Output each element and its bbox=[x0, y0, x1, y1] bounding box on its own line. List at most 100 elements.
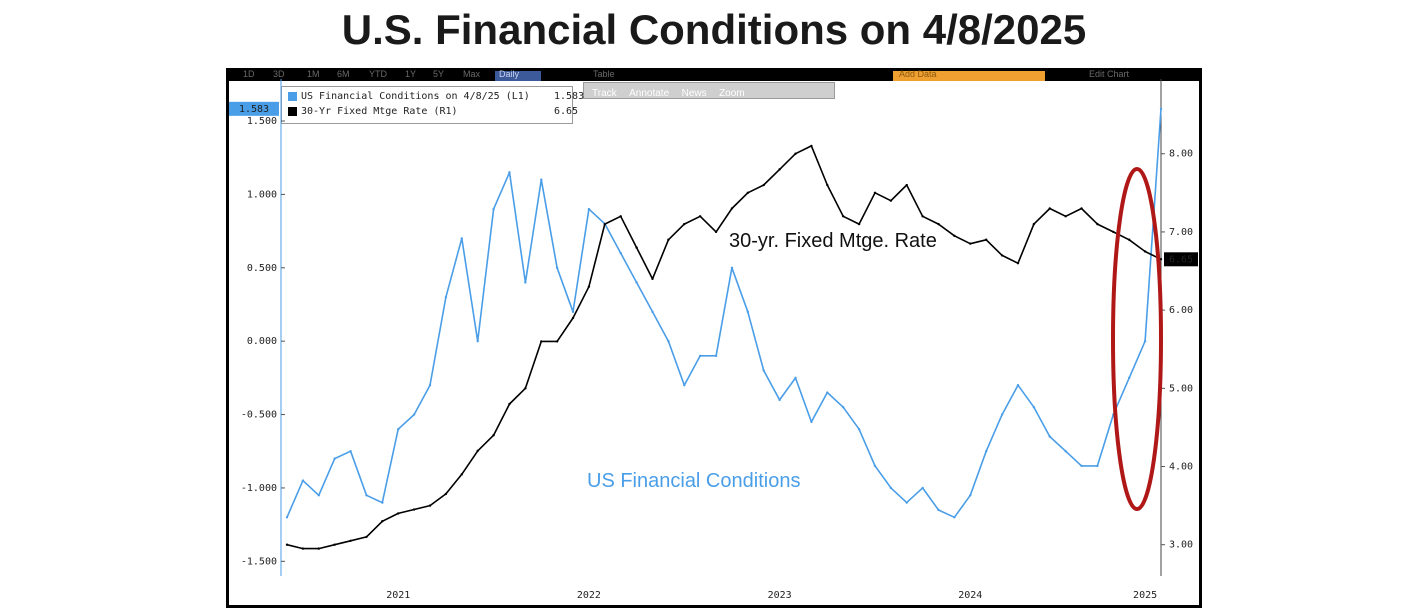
data-point-fci bbox=[1080, 464, 1083, 468]
data-point-fci bbox=[937, 508, 940, 512]
data-point-mortgage bbox=[476, 449, 479, 453]
timeframe-3d[interactable]: 3D bbox=[273, 69, 285, 79]
data-point-fci bbox=[1143, 339, 1147, 343]
annotate-tool[interactable]: Annotate bbox=[629, 88, 670, 99]
data-point-mortgage bbox=[810, 144, 813, 148]
data-point-mortgage bbox=[492, 434, 495, 437]
news-tool[interactable]: News bbox=[681, 88, 707, 99]
data-point-mortgage bbox=[667, 238, 670, 241]
timeframe-1m[interactable]: 1M bbox=[307, 69, 320, 79]
data-point-mortgage bbox=[381, 520, 384, 523]
x-tick-label: 2025 bbox=[1133, 590, 1157, 601]
data-point-fci bbox=[333, 457, 336, 460]
x-tick-label: 2024 bbox=[958, 590, 982, 601]
left-tick-label: 1.000 bbox=[247, 189, 277, 200]
data-point-mortgage bbox=[1112, 230, 1115, 234]
data-point-fci bbox=[778, 398, 781, 402]
data-point-fci bbox=[683, 384, 686, 387]
data-point-mortgage bbox=[571, 316, 575, 320]
data-point-fci bbox=[810, 420, 813, 424]
series-line-mortgage bbox=[286, 145, 1162, 550]
data-point-mortgage bbox=[508, 402, 511, 406]
legend-swatch-fci bbox=[288, 91, 297, 101]
data-point-mortgage bbox=[985, 238, 988, 241]
frequency-select[interactable]: Daily bbox=[495, 69, 541, 81]
data-point-fci bbox=[508, 171, 511, 174]
data-point-mortgage bbox=[603, 222, 607, 226]
chart-toolbar: 1D 3D 1M 6M YTD 1Y 5Y Max Daily Table Ad… bbox=[229, 69, 1199, 81]
chart-legend: US Financial Conditions on 4/8/25 (L1) 1… bbox=[281, 86, 584, 124]
data-point-fci bbox=[1128, 376, 1131, 380]
mortgage-last-value-tag bbox=[1164, 252, 1198, 267]
edit-chart-button[interactable]: Edit Chart bbox=[1089, 69, 1130, 79]
data-point-mortgage bbox=[301, 547, 305, 550]
data-point-fci bbox=[635, 281, 638, 284]
data-point-fci bbox=[714, 354, 718, 358]
legend-value-mortgage: 6.65 bbox=[554, 106, 579, 117]
data-point-fci bbox=[317, 494, 320, 497]
fci-last-value-label: 1.583 bbox=[239, 104, 269, 115]
data-point-fci bbox=[794, 376, 797, 380]
legend-item-fci[interactable]: US Financial Conditions on 4/8/25 (L1) bbox=[288, 90, 530, 103]
track-tool[interactable]: Track bbox=[592, 88, 617, 99]
data-point-fci bbox=[826, 391, 829, 394]
data-point-fci bbox=[730, 266, 734, 269]
data-point-mortgage bbox=[921, 215, 924, 218]
data-point-mortgage bbox=[794, 152, 797, 155]
legend-swatch-mortgage bbox=[288, 106, 297, 116]
legend-label-mortgage: 30-Yr Fixed Mtge Rate (R1) bbox=[301, 106, 458, 117]
data-point-mortgage bbox=[365, 535, 368, 539]
data-point-mortgage bbox=[1000, 254, 1004, 257]
data-point-fci bbox=[492, 207, 495, 211]
data-point-mortgage bbox=[746, 191, 750, 195]
data-point-fci bbox=[1032, 406, 1036, 409]
left-tick-label: 1.500 bbox=[247, 116, 277, 127]
data-point-fci bbox=[1048, 435, 1051, 438]
data-point-fci bbox=[1096, 464, 1099, 468]
data-point-mortgage bbox=[953, 234, 956, 238]
timeframe-ytd[interactable]: YTD bbox=[369, 69, 387, 79]
data-point-fci bbox=[301, 479, 305, 482]
timeframe-5y[interactable]: 5Y bbox=[433, 69, 445, 79]
data-point-mortgage bbox=[1143, 250, 1147, 253]
right-tick-label: 5.00 bbox=[1169, 383, 1193, 394]
data-point-fci bbox=[746, 310, 750, 314]
data-point-mortgage bbox=[969, 242, 972, 245]
add-data-field[interactable]: Add Data bbox=[893, 69, 1045, 81]
data-point-fci bbox=[921, 486, 924, 490]
data-point-mortgage bbox=[1032, 222, 1036, 226]
timeframe-6m[interactable]: 6M bbox=[337, 69, 350, 79]
data-point-mortgage bbox=[1159, 258, 1163, 261]
right-tick-label: 4.00 bbox=[1169, 462, 1193, 473]
data-point-mortgage bbox=[349, 539, 352, 543]
timeframe-max[interactable]: Max bbox=[463, 69, 481, 79]
data-point-fci bbox=[460, 237, 463, 240]
right-tick-label: 7.00 bbox=[1169, 227, 1193, 238]
data-point-mortgage bbox=[317, 547, 320, 550]
data-point-mortgage bbox=[1064, 215, 1067, 218]
data-point-mortgage bbox=[778, 168, 781, 171]
data-point-fci bbox=[365, 494, 368, 497]
data-point-fci bbox=[428, 384, 432, 387]
data-point-fci bbox=[571, 310, 575, 314]
highlight-ellipse bbox=[1111, 167, 1163, 511]
data-point-fci bbox=[540, 178, 543, 181]
data-point-mortgage bbox=[651, 277, 654, 281]
data-point-fci bbox=[889, 486, 893, 490]
mortgage-last-value-label: 6.65 bbox=[1169, 254, 1193, 265]
legend-label-fci: US Financial Conditions on 4/8/25 (L1) bbox=[301, 91, 530, 102]
timeframe-1y[interactable]: 1Y bbox=[405, 69, 417, 79]
data-point-mortgage bbox=[397, 512, 400, 515]
data-point-fci bbox=[444, 295, 448, 299]
data-point-mortgage bbox=[460, 473, 463, 476]
data-point-fci bbox=[619, 251, 622, 255]
data-point-fci bbox=[285, 516, 289, 519]
zoom-tool[interactable]: Zoom bbox=[719, 88, 745, 99]
timeframe-1d[interactable]: 1D bbox=[243, 69, 255, 79]
frequency-label: Daily bbox=[499, 69, 520, 79]
data-point-mortgage bbox=[524, 387, 527, 390]
table-button[interactable]: Table bbox=[593, 69, 615, 79]
legend-item-mortgage[interactable]: 30-Yr Fixed Mtge Rate (R1) bbox=[288, 105, 458, 118]
x-tick-label: 2021 bbox=[386, 590, 410, 601]
left-tick-label: 0.000 bbox=[247, 336, 277, 347]
